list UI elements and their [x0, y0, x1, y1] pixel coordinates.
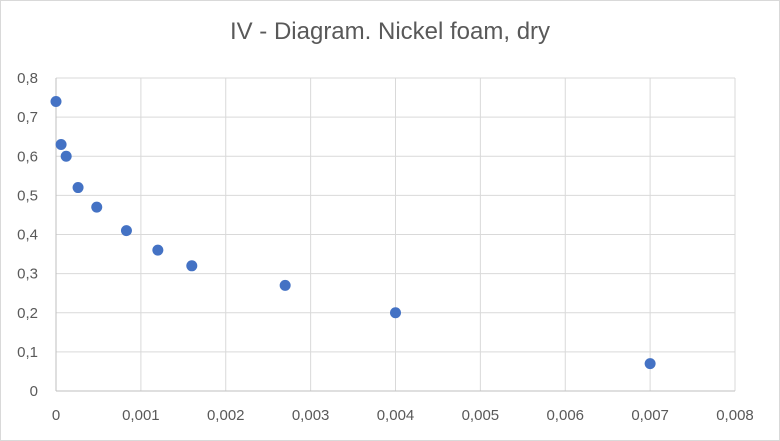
x-tick-labels: 0 0,001 0,002 0,003 0,004 0,005 0,006 0,007 0,00… — [52, 407, 754, 424]
y-tick-label: 0,4 — [17, 227, 38, 244]
data-point — [91, 201, 103, 213]
x-tick-label: 0,003 — [292, 407, 330, 424]
y-tick-label: 0,7 — [17, 109, 38, 126]
y-tick-label: 0,1 — [17, 344, 38, 361]
data-point — [390, 307, 401, 319]
data-point — [60, 150, 72, 162]
x-tick-label: 0,005 — [462, 407, 500, 424]
data-point — [72, 182, 84, 194]
gridlines — [56, 77, 736, 391]
data-point — [55, 139, 67, 151]
data-point — [644, 358, 656, 370]
y-tick-label: 0,5 — [17, 187, 38, 204]
data-point — [152, 244, 164, 256]
x-tick-label: 0,002 — [207, 407, 245, 424]
x-tick-label: 0 — [52, 407, 60, 424]
y-tick-label: 0,3 — [17, 266, 38, 283]
data-point — [186, 260, 198, 272]
x-tick-label: 0,006 — [546, 407, 584, 424]
x-tick-label: 0,001 — [122, 407, 160, 424]
y-tick-label: 0,2 — [17, 305, 38, 322]
x-tick-label: 0,008 — [716, 407, 754, 424]
y-tick-label: 0 — [30, 383, 38, 400]
axes — [55, 78, 735, 392]
data-point — [50, 95, 62, 107]
data-point — [120, 225, 132, 237]
y-tick-labels: 0 0,1 0,2 0,3 0,4 0,5 0,6 0,7 0,8 — [17, 70, 38, 400]
y-tick-label: 0,8 — [17, 70, 38, 87]
data-point — [279, 279, 291, 291]
chart-title: IV - Diagram. Nickel foam, dry — [229, 18, 551, 45]
x-tick-label: 0,007 — [631, 407, 669, 424]
data-points — [50, 95, 656, 370]
y-tick-label: 0,6 — [17, 148, 38, 165]
x-tick-label: 0,004 — [377, 407, 415, 424]
